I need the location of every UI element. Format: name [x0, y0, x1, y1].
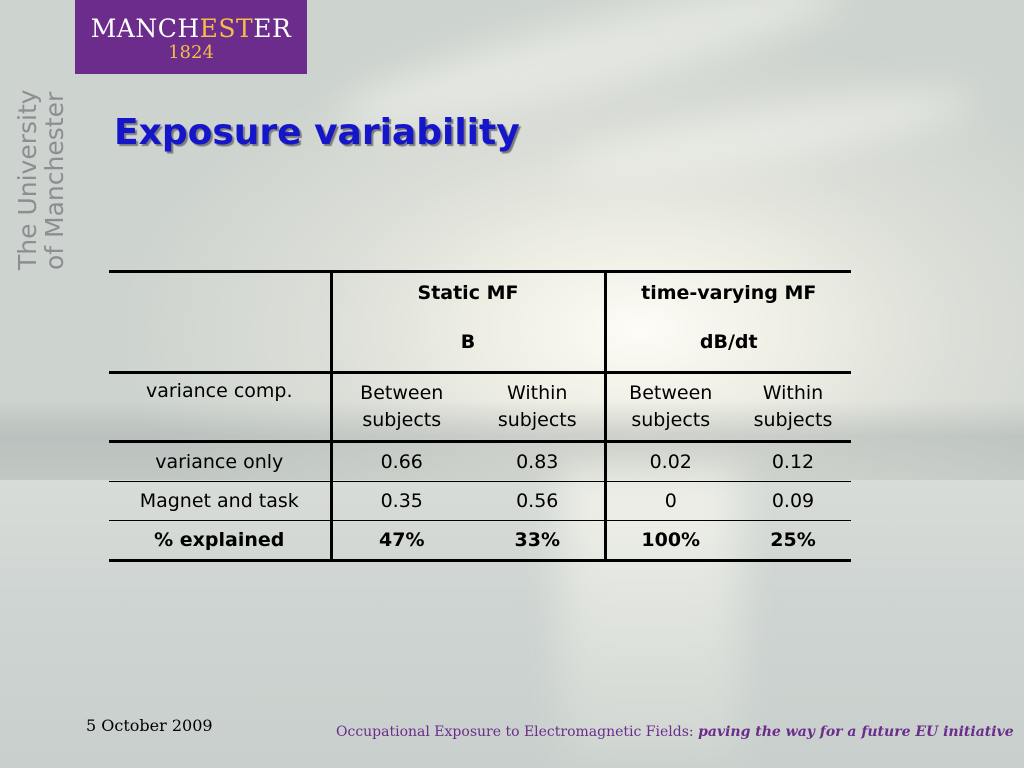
table-cell: 0 [605, 481, 735, 521]
table-cell: 0.66 [331, 441, 471, 482]
footer-date: 5 October 2009 [86, 716, 213, 735]
table-cell: 47% [331, 520, 471, 562]
header-static-mf: Static MF [331, 270, 607, 313]
row-label: % explained [109, 520, 333, 562]
table-cell: 0.02 [605, 441, 735, 482]
row-label: Magnet and task [109, 481, 333, 521]
logo-year: 1824 [168, 42, 214, 63]
variance-component-row: variance comp. Between subjects Within s… [109, 372, 851, 443]
unit-time-varying: dB/dt [605, 313, 851, 374]
table-header-row: Static MF time-varying MF [109, 270, 851, 313]
component-header: Within subjects [735, 372, 851, 443]
variability-table: Static MF time-varying MF B dB/dt varian… [109, 270, 851, 562]
row-label: variance only [109, 441, 333, 482]
table-corner-cell [109, 270, 333, 313]
component-header: Between subjects [605, 372, 735, 443]
slide-title: Exposure variability [114, 112, 520, 153]
side-label-line1: The University [13, 89, 42, 270]
logo-wordmark: MANCHESTER [90, 14, 292, 43]
header-time-varying-mf: time-varying MF [605, 270, 851, 313]
table-cell: 33% [471, 520, 607, 562]
table-cell: 0.56 [471, 481, 607, 521]
table-corner-cell [109, 313, 333, 374]
conference-name: Occupational Exposure to Electromagnetic… [336, 724, 694, 740]
table-cell: 100% [605, 520, 735, 562]
side-label-line2: of Manchester [40, 91, 69, 270]
conference-tagline: paving the way for a future EU initiativ… [698, 724, 1014, 740]
variance-component-label: variance comp. [109, 372, 333, 443]
table-cell: 0.12 [735, 441, 851, 482]
component-header: Between subjects [331, 372, 471, 443]
table-row: Magnet and task 0.35 0.56 0 0.09 [109, 481, 851, 521]
table-unit-row: B dB/dt [109, 313, 851, 374]
university-side-label: The University of Manchester [13, 30, 69, 270]
unit-static: B [331, 313, 607, 374]
component-header: Within subjects [471, 372, 607, 443]
table-cell: 0.83 [471, 441, 607, 482]
table-cell: 0.09 [735, 481, 851, 521]
table-row-total: % explained 47% 33% 100% 25% [109, 520, 851, 562]
table-cell: 25% [735, 520, 851, 562]
table-row: variance only 0.66 0.83 0.02 0.12 [109, 441, 851, 482]
table-cell: 0.35 [331, 481, 471, 521]
university-logo: MANCHESTER 1824 [75, 0, 307, 74]
sky-streak [558, 73, 982, 197]
footer-conference: Occupational Exposure to Electromagnetic… [336, 724, 1014, 740]
